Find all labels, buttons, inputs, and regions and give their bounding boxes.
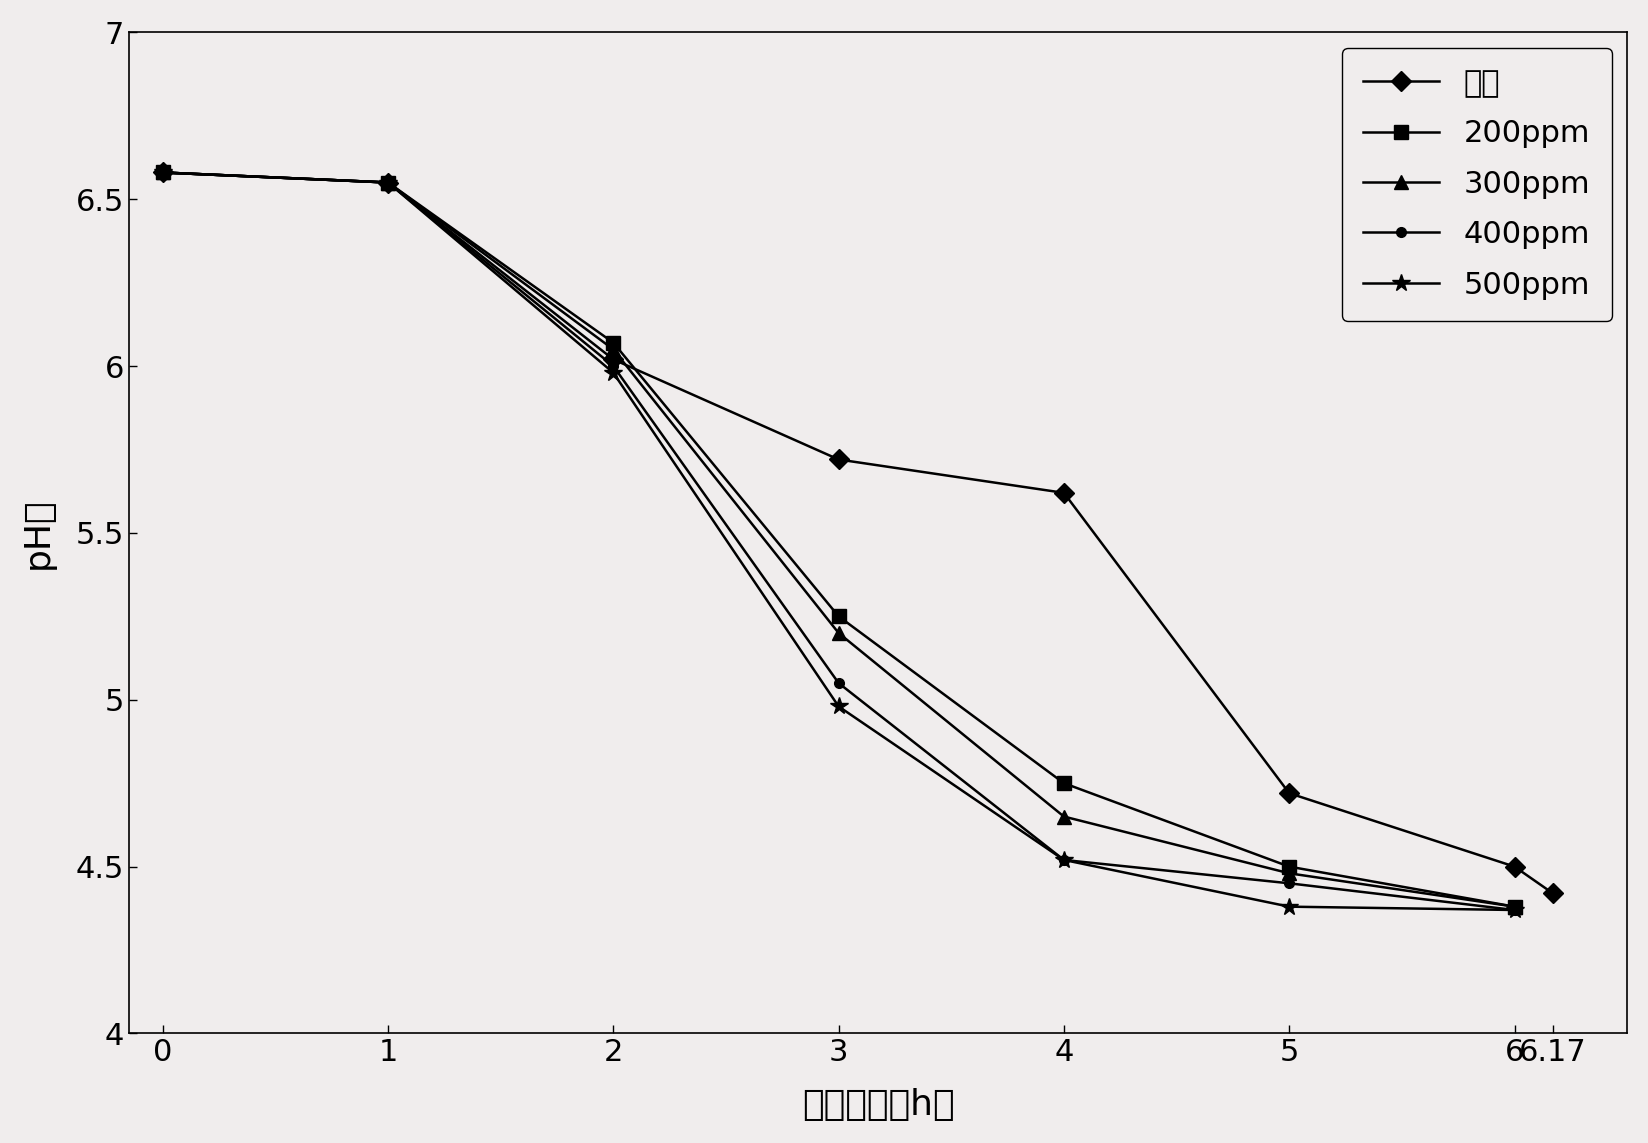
300ppm	[377, 176, 397, 190]
400ppm	[829, 677, 849, 690]
500ppm	[153, 166, 173, 179]
400ppm	[153, 166, 173, 179]
500ppm	[1055, 853, 1074, 866]
200ppm	[377, 176, 397, 190]
500ppm	[377, 176, 397, 190]
200ppm	[1279, 860, 1299, 873]
300ppm	[1055, 809, 1074, 823]
空白	[1543, 887, 1562, 901]
200ppm	[153, 166, 173, 179]
Y-axis label: pH值: pH值	[21, 497, 54, 569]
空白	[1279, 786, 1299, 800]
Line: 300ppm: 300ppm	[157, 166, 1521, 913]
500ppm	[603, 366, 623, 379]
300ppm	[1505, 900, 1524, 913]
Line: 500ppm: 500ppm	[153, 163, 1523, 919]
300ppm	[153, 166, 173, 179]
400ppm	[603, 359, 623, 373]
Line: 200ppm: 200ppm	[157, 166, 1521, 913]
400ppm	[1505, 903, 1524, 917]
500ppm	[1505, 903, 1524, 917]
Legend: 空白, 200ppm, 300ppm, 400ppm, 500ppm: 空白, 200ppm, 300ppm, 400ppm, 500ppm	[1341, 48, 1612, 321]
空白	[1055, 486, 1074, 499]
X-axis label: 发酵时间（h）: 发酵时间（h）	[801, 1088, 954, 1122]
300ppm	[829, 626, 849, 640]
空白	[603, 352, 623, 366]
400ppm	[1055, 853, 1074, 866]
500ppm	[829, 700, 849, 713]
200ppm	[1505, 900, 1524, 913]
空白	[829, 453, 849, 466]
400ppm	[1279, 877, 1299, 890]
空白	[1505, 860, 1524, 873]
Line: 400ppm: 400ppm	[158, 168, 1519, 914]
200ppm	[603, 336, 623, 350]
200ppm	[829, 609, 849, 623]
500ppm	[1279, 900, 1299, 913]
200ppm	[1055, 776, 1074, 790]
400ppm	[377, 176, 397, 190]
300ppm	[603, 343, 623, 357]
300ppm	[1279, 866, 1299, 880]
空白	[153, 166, 173, 179]
Line: 空白: 空白	[157, 166, 1559, 901]
空白	[377, 176, 397, 190]
